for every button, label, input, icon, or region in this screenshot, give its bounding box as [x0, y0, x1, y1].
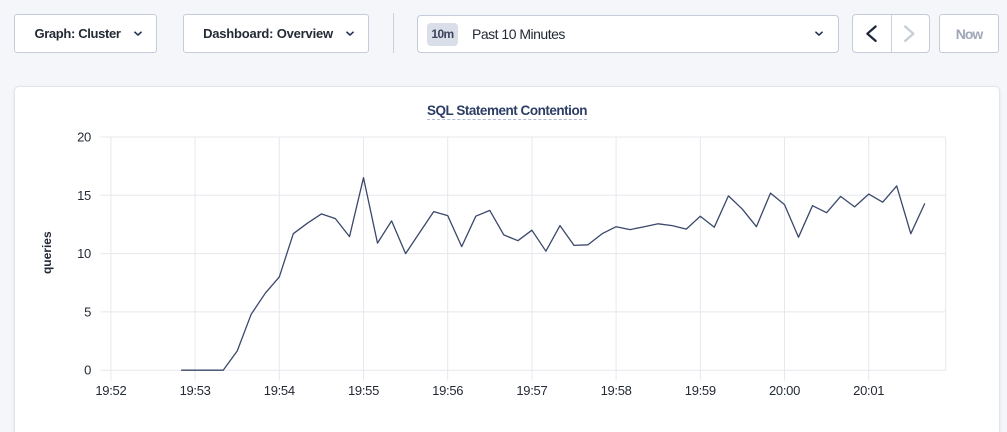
svg-text:19:53: 19:53	[180, 383, 211, 398]
svg-text:20:00: 20:00	[769, 383, 800, 398]
svg-text:19:52: 19:52	[95, 383, 126, 398]
svg-text:19:56: 19:56	[432, 383, 463, 398]
svg-text:5: 5	[84, 304, 91, 319]
svg-text:0: 0	[84, 363, 91, 378]
svg-text:10: 10	[77, 246, 91, 261]
svg-text:19:54: 19:54	[264, 383, 295, 398]
svg-text:19:58: 19:58	[601, 383, 632, 398]
svg-text:15: 15	[77, 188, 91, 203]
svg-text:19:55: 19:55	[348, 383, 379, 398]
svg-text:19:59: 19:59	[685, 383, 716, 398]
svg-text:20:01: 20:01	[853, 383, 884, 398]
svg-text:19:57: 19:57	[516, 383, 547, 398]
svg-text:20: 20	[77, 130, 91, 145]
svg-text:queries: queries	[40, 231, 54, 274]
